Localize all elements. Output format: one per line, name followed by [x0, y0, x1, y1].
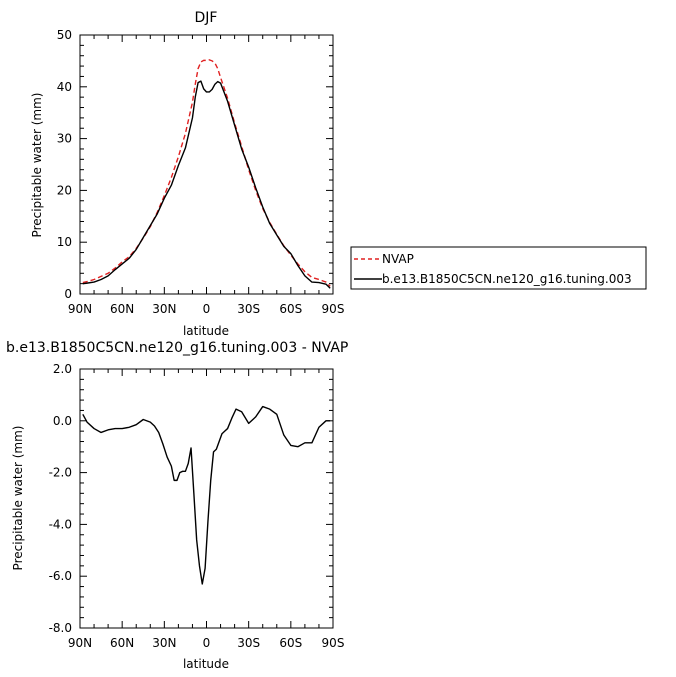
y-tick-label: -4.0 [49, 517, 72, 531]
y-tick-label: 50 [57, 28, 72, 42]
legend-label-nvap: NVAP [382, 252, 414, 266]
x-tick-label: 90S [322, 636, 345, 650]
legend: NVAP b.e13.B1850C5CN.ne120_g16.tuning.00… [350, 246, 647, 290]
tick-marks [79, 368, 334, 629]
tick-labels: 90N 60N 30N 0 30S 60S 90S 2.0 0.0 -2.0 -4.0 -6.0 -8.… [49, 362, 345, 650]
series-line-0 [82, 405, 331, 585]
y-axis-label: Precipitable water (mm) [30, 93, 44, 238]
y-tick-label: 30 [57, 132, 72, 146]
x-tick-label: 30N [152, 636, 176, 650]
x-tick-label: 90N [68, 636, 92, 650]
series-lines [82, 59, 331, 289]
chart-title: DJF [195, 10, 218, 26]
x-tick-label: 30S [237, 302, 260, 316]
x-axis-label: latitude [183, 657, 229, 671]
y-tick-label: -6.0 [49, 569, 72, 583]
series-line-0 [82, 59, 331, 287]
chart-title: b.e13.B1850C5CN.ne120_g16.tuning.003 - N… [6, 340, 348, 356]
y-tick-label: 10 [57, 235, 72, 249]
chart-difference: b.e13.B1850C5CN.ne120_g16.tuning.003 - N… [6, 340, 348, 671]
x-tick-label: 60S [279, 302, 302, 316]
series-lines [82, 405, 331, 585]
x-tick-label: 60N [110, 302, 134, 316]
x-tick-label: 30N [152, 302, 176, 316]
tick-marks [79, 34, 334, 295]
x-tick-label: 90S [322, 302, 345, 316]
series-line-1 [82, 80, 331, 289]
x-tick-label: 90N [68, 302, 92, 316]
plot-frame [79, 34, 334, 295]
x-tick-label: 0 [203, 302, 211, 316]
y-axis-label: Precipitable water (mm) [11, 426, 25, 571]
x-tick-label: 0 [203, 636, 211, 650]
tick-labels: 90N 60N 30N 0 30S 60S 90S 0 10 20 30 40 50 [57, 28, 345, 316]
plot-frame [79, 368, 334, 629]
chart-djf: DJF Precipitable water (mm) latitude 90N… [30, 10, 647, 338]
legend-box [350, 246, 647, 290]
y-tick-label: 20 [57, 183, 72, 197]
x-tick-label: 60S [279, 636, 302, 650]
y-tick-label: 2.0 [53, 362, 72, 376]
x-tick-label: 60N [110, 636, 134, 650]
x-axis-label: latitude [183, 324, 229, 338]
y-tick-label: -8.0 [49, 621, 72, 635]
legend-label-model: b.e13.B1850C5CN.ne120_g16.tuning.003 [382, 272, 632, 286]
x-tick-label: 30S [237, 636, 260, 650]
y-tick-label: 0.0 [53, 414, 72, 428]
y-tick-label: -2.0 [49, 466, 72, 480]
y-tick-label: 40 [57, 80, 72, 94]
y-tick-label: 0 [64, 287, 72, 301]
